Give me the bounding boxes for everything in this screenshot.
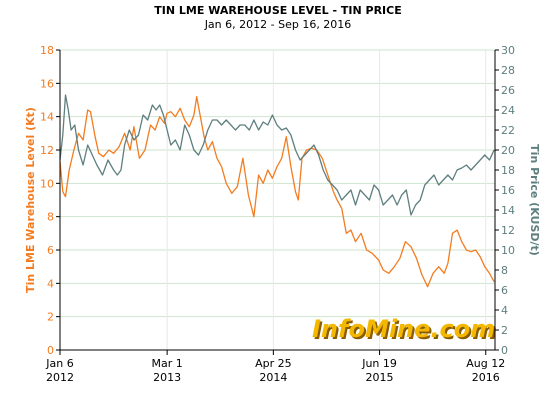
left-axis-label: Tin LME Warehouse Level (Kt) (24, 107, 37, 293)
right-axis-label: Tin Price (KUSD/t) (528, 144, 541, 256)
left-y-tick-label: 4 (47, 277, 54, 290)
left-y-tick-label: 2 (47, 311, 54, 324)
left-y-tick-label: 14 (40, 111, 54, 124)
x-tick-label: Apr 25 (255, 357, 292, 370)
right-y-tick-label: 2 (501, 324, 508, 337)
x-tick-year-label: 2016 (472, 371, 500, 384)
x-tick-year-label: 2015 (366, 371, 394, 384)
chart-subtitle: Jan 6, 2012 - Sep 16, 2016 (204, 18, 352, 31)
right-y-tick-label: 28 (501, 64, 515, 77)
grid-layer (59, 49, 495, 350)
left-y-tick-label: 16 (40, 77, 54, 90)
series-layer (59, 94, 495, 288)
right-y-tick-label: 4 (501, 304, 508, 317)
x-tick-year-label: 2014 (259, 371, 287, 384)
right-y-tick-label: 14 (501, 204, 515, 217)
right-y-tick-label: 20 (501, 144, 515, 157)
right-y-tick-label: 26 (501, 84, 515, 97)
watermark: InfoMine.com (312, 315, 495, 343)
right-y-tick-label: 16 (501, 184, 515, 197)
left-y-tick-label: 0 (47, 344, 54, 357)
left-y-tick-label: 18 (40, 44, 54, 57)
x-tick-label: Mar 1 (152, 357, 183, 370)
right-y-tick-label: 30 (501, 44, 515, 57)
left-y-tick-label: 10 (40, 177, 54, 190)
right-y-tick-label: 10 (501, 244, 515, 257)
right-y-tick-label: 12 (501, 224, 515, 237)
tin-price-line (59, 94, 495, 216)
left-y-axis-ticks: 0 2 4 6 8 10 12 14 16 18 (40, 44, 60, 357)
left-y-tick-label: 6 (47, 244, 54, 257)
x-tick-label: Jan 6 (45, 357, 73, 370)
right-y-tick-label: 8 (501, 264, 508, 277)
right-y-tick-label: 24 (501, 104, 515, 117)
right-y-tick-label: 6 (501, 284, 508, 297)
x-tick-label: Jun 19 (361, 357, 397, 370)
right-y-tick-label: 18 (501, 164, 515, 177)
x-tick-year-label: 2013 (153, 371, 181, 384)
x-tick-year-label: 2012 (46, 371, 74, 384)
right-y-tick-label: 0 (501, 344, 508, 357)
left-y-tick-label: 12 (40, 144, 54, 157)
left-y-tick-label: 8 (47, 211, 54, 224)
x-tick-label: Aug 12 (466, 357, 505, 370)
chart-title: TIN LME WAREHOUSE LEVEL - TIN PRICE (154, 4, 401, 17)
right-y-tick-label: 22 (501, 124, 515, 137)
watermark-shadow: InfoMine.com (314, 317, 497, 345)
